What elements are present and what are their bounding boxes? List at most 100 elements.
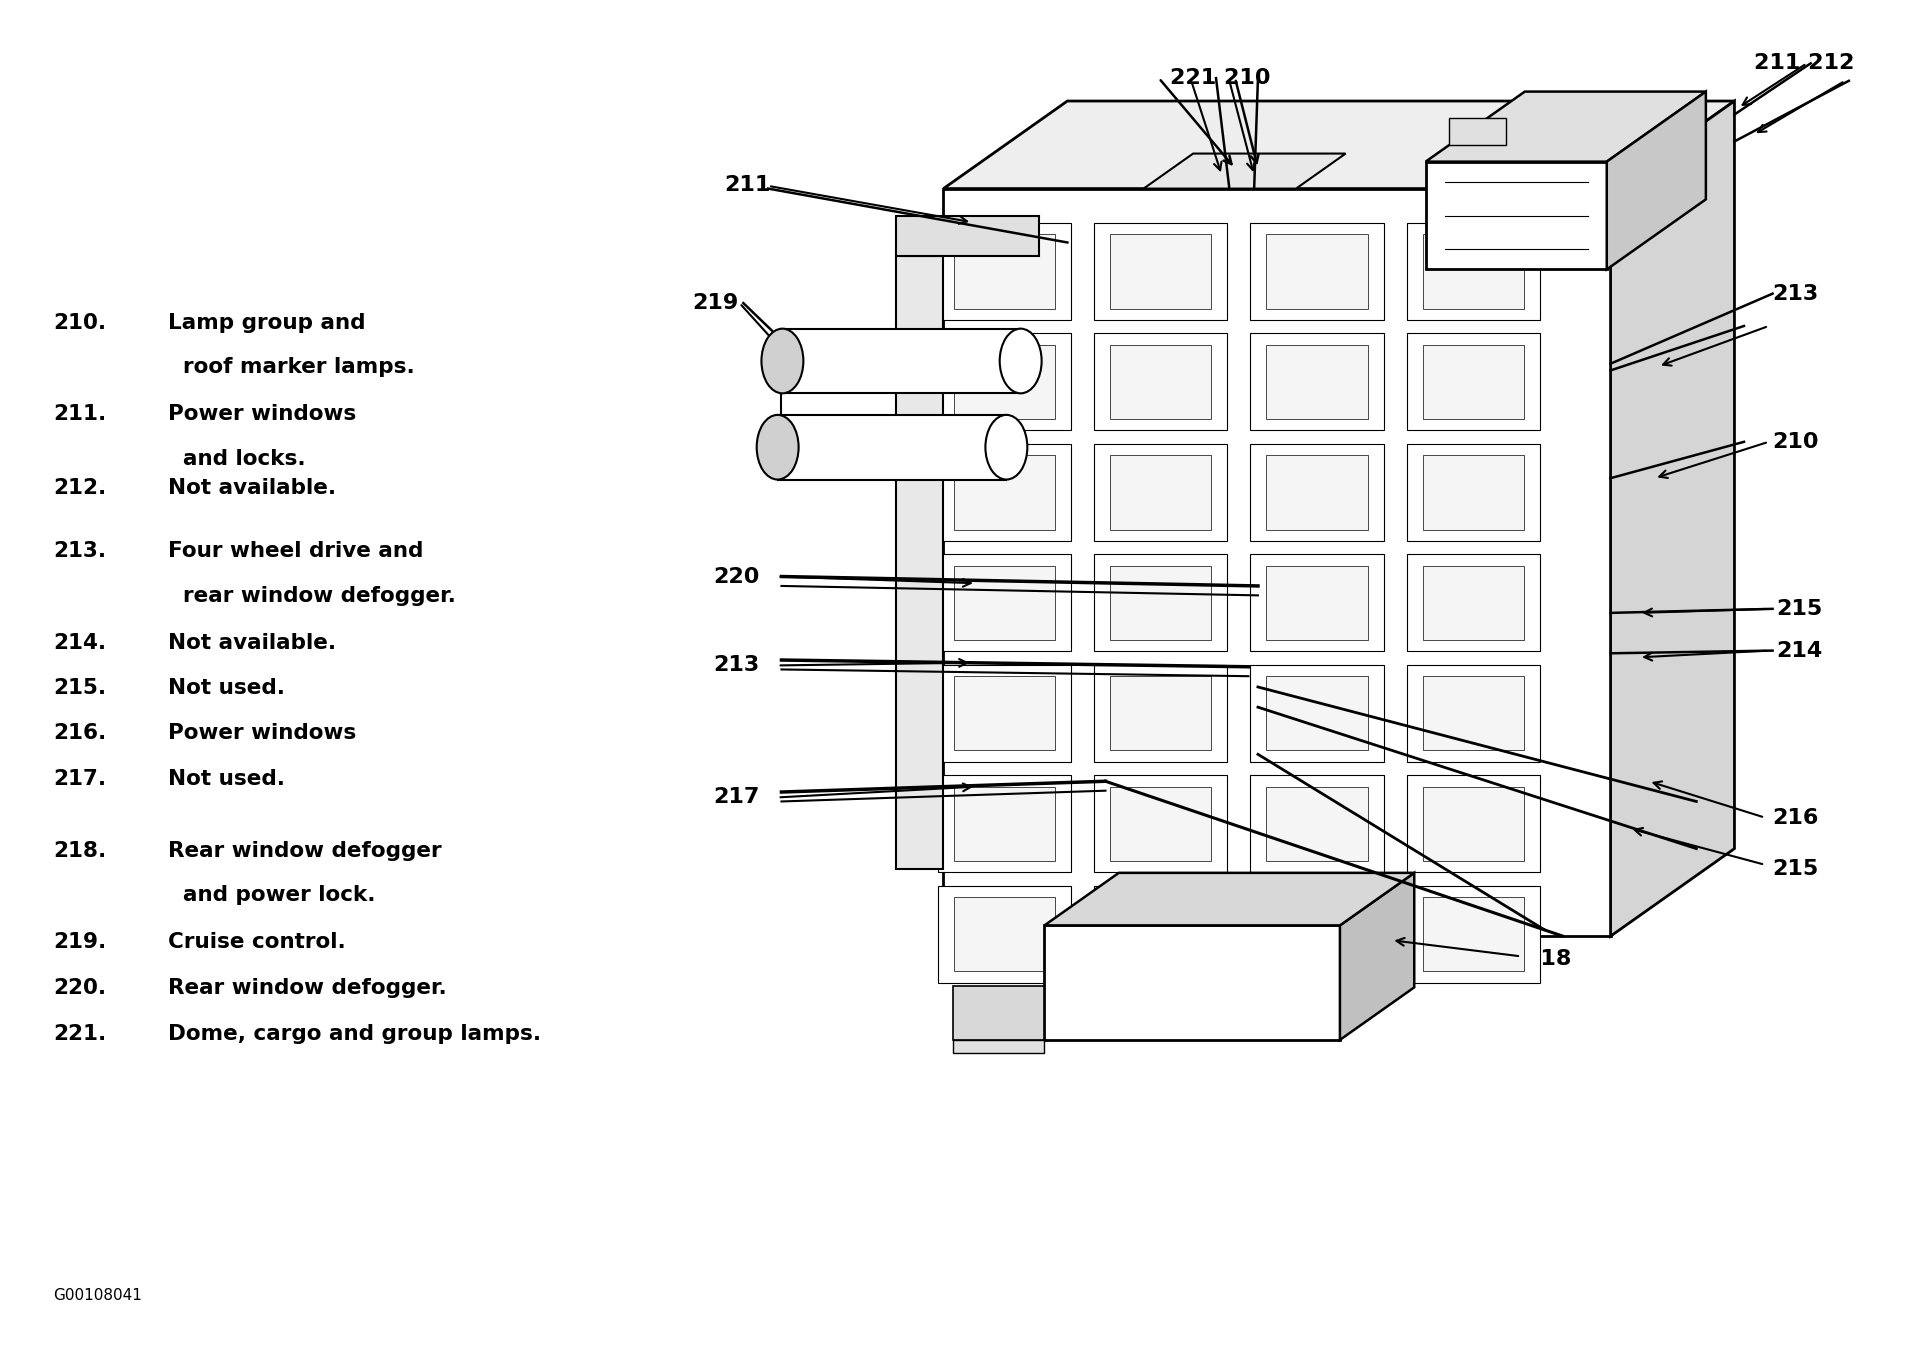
Polygon shape	[1406, 445, 1539, 541]
Text: Dome, cargo and group lamps.: Dome, cargo and group lamps.	[168, 1024, 541, 1044]
Text: 213: 213	[1772, 284, 1817, 303]
Polygon shape	[1093, 886, 1227, 983]
Polygon shape	[1250, 222, 1383, 321]
Text: Cruise control.: Cruise control.	[168, 932, 345, 952]
Text: 211.: 211.	[53, 404, 107, 424]
Text: 217: 217	[712, 788, 758, 807]
Polygon shape	[781, 329, 1019, 393]
Polygon shape	[1250, 555, 1383, 652]
Text: 214.: 214.	[53, 633, 107, 653]
Text: 210: 210	[1772, 432, 1817, 451]
Polygon shape	[1250, 334, 1383, 431]
Polygon shape	[1406, 886, 1539, 983]
Polygon shape	[1250, 886, 1383, 983]
Text: 220.: 220.	[53, 978, 107, 998]
Ellipse shape	[998, 329, 1040, 393]
Polygon shape	[1093, 555, 1227, 652]
Polygon shape	[1109, 897, 1212, 971]
Polygon shape	[777, 415, 1006, 480]
Text: Power windows: Power windows	[168, 723, 356, 744]
Text: Rear window defogger.: Rear window defogger.	[168, 978, 446, 998]
Text: Not available.: Not available.	[168, 633, 335, 653]
Text: 213.: 213.	[53, 541, 107, 562]
Polygon shape	[1109, 787, 1212, 861]
Polygon shape	[937, 222, 1071, 321]
Text: 221 210: 221 210	[1170, 69, 1271, 88]
Polygon shape	[937, 886, 1071, 983]
Text: 217.: 217.	[53, 769, 107, 789]
Polygon shape	[1044, 873, 1414, 925]
Text: 215: 215	[1772, 859, 1817, 878]
Polygon shape	[937, 445, 1071, 541]
Polygon shape	[1606, 92, 1705, 269]
Text: 213: 213	[712, 656, 758, 675]
Polygon shape	[952, 566, 1055, 640]
Text: 215: 215	[1775, 599, 1821, 618]
Polygon shape	[1265, 234, 1368, 308]
Text: 214: 214	[1775, 641, 1821, 660]
Polygon shape	[1421, 455, 1524, 529]
Polygon shape	[1421, 234, 1524, 308]
Polygon shape	[952, 897, 1055, 971]
Polygon shape	[952, 455, 1055, 529]
Polygon shape	[1265, 455, 1368, 529]
Polygon shape	[1265, 345, 1368, 419]
Polygon shape	[943, 101, 1734, 189]
Text: 219: 219	[692, 294, 737, 313]
Text: Lamp group and: Lamp group and	[168, 313, 366, 333]
Polygon shape	[937, 665, 1071, 762]
Polygon shape	[1406, 222, 1539, 321]
Text: 211 212: 211 212	[1753, 54, 1854, 73]
Text: G00108041: G00108041	[53, 1288, 143, 1304]
Polygon shape	[1109, 345, 1212, 419]
Text: Power windows: Power windows	[168, 404, 356, 424]
Text: Not used.: Not used.	[168, 769, 284, 789]
Polygon shape	[1421, 676, 1524, 750]
Polygon shape	[895, 256, 943, 869]
Polygon shape	[895, 216, 1038, 256]
Text: Rear window defogger: Rear window defogger	[168, 841, 442, 861]
Polygon shape	[1093, 776, 1227, 873]
Polygon shape	[1421, 345, 1524, 419]
Text: Four wheel drive and: Four wheel drive and	[168, 541, 423, 562]
Polygon shape	[1093, 665, 1227, 762]
Polygon shape	[937, 555, 1071, 652]
Text: 216.: 216.	[53, 723, 107, 744]
Polygon shape	[1425, 162, 1606, 269]
Polygon shape	[1143, 154, 1345, 189]
Polygon shape	[952, 345, 1055, 419]
Polygon shape	[952, 676, 1055, 750]
Polygon shape	[1044, 925, 1339, 1040]
Polygon shape	[937, 334, 1071, 431]
Polygon shape	[1265, 897, 1368, 971]
Polygon shape	[1406, 665, 1539, 762]
Polygon shape	[952, 234, 1055, 308]
Polygon shape	[1093, 445, 1227, 541]
Text: Not used.: Not used.	[168, 678, 284, 698]
Text: and locks.: and locks.	[168, 449, 305, 469]
Text: 218.: 218.	[53, 841, 107, 861]
Ellipse shape	[756, 415, 798, 480]
Polygon shape	[952, 1040, 1044, 1053]
Polygon shape	[952, 787, 1055, 861]
Polygon shape	[1109, 234, 1212, 308]
Polygon shape	[1093, 334, 1227, 431]
Polygon shape	[1448, 119, 1505, 145]
Text: 218: 218	[1524, 950, 1570, 968]
Polygon shape	[1109, 676, 1212, 750]
Polygon shape	[1109, 455, 1212, 529]
Polygon shape	[1265, 676, 1368, 750]
Text: roof marker lamps.: roof marker lamps.	[168, 357, 413, 377]
Text: 215.: 215.	[53, 678, 107, 698]
Polygon shape	[1250, 665, 1383, 762]
Polygon shape	[1093, 222, 1227, 321]
Text: 219.: 219.	[53, 932, 107, 952]
Polygon shape	[1421, 897, 1524, 971]
Polygon shape	[1339, 873, 1414, 1040]
Ellipse shape	[985, 415, 1027, 480]
Polygon shape	[937, 776, 1071, 873]
Text: 220: 220	[712, 567, 758, 586]
Text: 212.: 212.	[53, 478, 107, 498]
Text: 210.: 210.	[53, 313, 107, 333]
Text: Not available.: Not available.	[168, 478, 335, 498]
